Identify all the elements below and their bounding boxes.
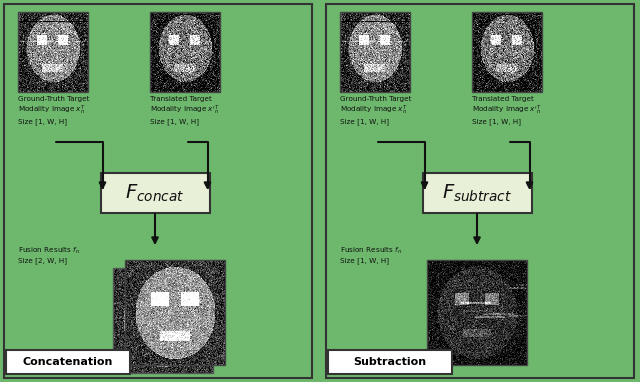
Bar (472, 12, 542, 92)
Bar (340, 12, 410, 92)
Text: Translated Target
Modality Image $x'^T_n$
Size [1, W, H]: Translated Target Modality Image $x'^T_n… (150, 96, 220, 125)
FancyBboxPatch shape (326, 4, 634, 378)
FancyBboxPatch shape (422, 173, 531, 213)
Text: Translated Target
Modality Image $x'^T_n$
Size [1, W, H]: Translated Target Modality Image $x'^T_n… (472, 96, 541, 125)
Text: Fusion Results $f_n$
Size [2, W, H]: Fusion Results $f_n$ Size [2, W, H] (18, 246, 80, 264)
FancyBboxPatch shape (6, 350, 130, 374)
Text: Subtraction: Subtraction (353, 357, 427, 367)
Bar (125, 260, 225, 365)
Bar (113, 268, 213, 373)
Text: Ground-Truth Target
Modality Image $x_n^T$
Size [1, W, H]: Ground-Truth Target Modality Image $x_n^… (340, 96, 412, 125)
Text: Fusion Results $f_n$
Size [1, W, H]: Fusion Results $f_n$ Size [1, W, H] (340, 246, 402, 264)
Bar (150, 12, 220, 92)
Text: Concatenation: Concatenation (23, 357, 113, 367)
FancyBboxPatch shape (100, 173, 209, 213)
Text: $F_{concat}$: $F_{concat}$ (125, 182, 185, 204)
FancyBboxPatch shape (328, 350, 452, 374)
Text: Ground-Truth Target
Modality Image $x_n^T$
Size [1, W, H]: Ground-Truth Target Modality Image $x_n^… (18, 96, 90, 125)
FancyBboxPatch shape (4, 4, 312, 378)
Text: $F_{subtract}$: $F_{subtract}$ (442, 182, 512, 204)
Bar (427, 260, 527, 365)
Bar (18, 12, 88, 92)
